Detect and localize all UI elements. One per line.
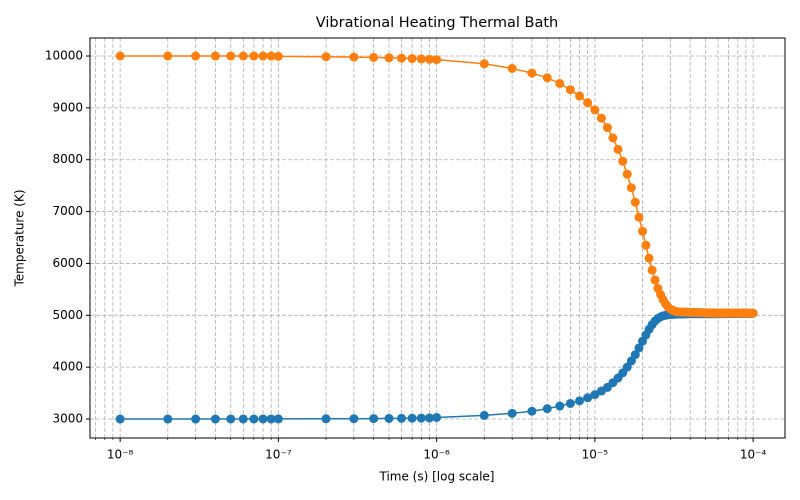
data-point: [384, 53, 394, 63]
y-tick-label: 7000: [52, 204, 83, 218]
x-tick-label: 10⁻⁶: [423, 448, 450, 462]
data-point: [407, 54, 417, 64]
data-point: [613, 144, 623, 154]
y-tick-label: 8000: [52, 152, 83, 166]
data-point: [432, 412, 442, 422]
data-point: [565, 398, 575, 408]
data-point: [238, 51, 248, 61]
data-point: [618, 156, 628, 166]
data-point: [210, 414, 220, 424]
y-axis-label: Temperature (K): [13, 189, 27, 287]
data-point: [583, 393, 593, 403]
data-point: [249, 51, 259, 61]
data-point: [542, 73, 552, 83]
data-point: [266, 414, 276, 424]
x-tick-label: 10⁻⁸: [107, 448, 134, 462]
y-tick-label: 9000: [52, 100, 83, 114]
data-point: [191, 414, 201, 424]
data-point: [226, 51, 236, 61]
data-point: [249, 414, 259, 424]
data-point: [369, 52, 379, 62]
data-point: [575, 396, 585, 406]
data-point: [397, 413, 407, 423]
data-point: [210, 51, 220, 61]
data-point: [479, 59, 489, 69]
data-point: [630, 350, 640, 360]
x-tick-label: 10⁻⁷: [265, 448, 292, 462]
data-point: [622, 169, 632, 179]
y-tick-label: 4000: [52, 360, 83, 374]
data-point: [626, 183, 636, 193]
y-tick-label: 3000: [52, 412, 83, 426]
data-point: [590, 390, 600, 400]
data-point: [397, 53, 407, 63]
data-point: [555, 78, 565, 88]
data-point: [416, 54, 426, 64]
chart-title: Vibrational Heating Thermal Bath: [316, 15, 558, 31]
data-point: [641, 240, 651, 250]
data-point: [424, 413, 434, 423]
data-point: [321, 414, 331, 424]
y-tick-label: 6000: [52, 256, 83, 270]
data-point: [384, 413, 394, 423]
data-point: [163, 414, 173, 424]
data-point: [349, 52, 359, 62]
data-point: [555, 401, 565, 411]
data-point: [191, 51, 201, 61]
data-point: [527, 406, 537, 416]
data-point: [266, 51, 276, 61]
data-point: [432, 55, 442, 65]
data-point: [634, 343, 644, 353]
data-point: [321, 52, 331, 62]
data-point: [273, 51, 283, 61]
plot-frame: [89, 37, 786, 439]
data-point: [349, 414, 359, 424]
data-point: [583, 98, 593, 108]
data-point: [748, 308, 758, 318]
data-point: [630, 197, 640, 207]
data-point: [273, 414, 283, 424]
x-axis-label: Time (s) [log scale]: [378, 470, 494, 484]
data-point: [507, 408, 517, 418]
data-point: [565, 85, 575, 95]
data-point: [258, 414, 268, 424]
data-point: [416, 413, 426, 423]
data-point: [115, 51, 125, 61]
data-point: [238, 414, 248, 424]
data-point: [527, 68, 537, 78]
data-point: [638, 226, 648, 236]
data-point: [507, 63, 517, 73]
x-tick-label: 10⁻⁵: [582, 448, 609, 462]
data-point: [163, 51, 173, 61]
data-point: [590, 105, 600, 115]
data-point: [226, 414, 236, 424]
data-point: [369, 414, 379, 424]
data-point: [634, 212, 644, 222]
data-point: [575, 91, 585, 101]
data-point: [596, 113, 606, 123]
data-point: [115, 414, 125, 424]
data-point: [647, 265, 657, 275]
data-point: [407, 413, 417, 423]
data-point: [608, 133, 618, 143]
data-point: [602, 123, 612, 133]
data-point: [650, 275, 660, 285]
y-tick-label: 5000: [52, 308, 83, 322]
x-tick-label: 10⁻⁴: [740, 448, 767, 462]
data-point: [424, 54, 434, 64]
data-point: [258, 51, 268, 61]
data-point: [542, 404, 552, 414]
y-tick-label: 10000: [45, 48, 83, 62]
data-point: [479, 410, 489, 420]
data-point: [644, 253, 654, 263]
